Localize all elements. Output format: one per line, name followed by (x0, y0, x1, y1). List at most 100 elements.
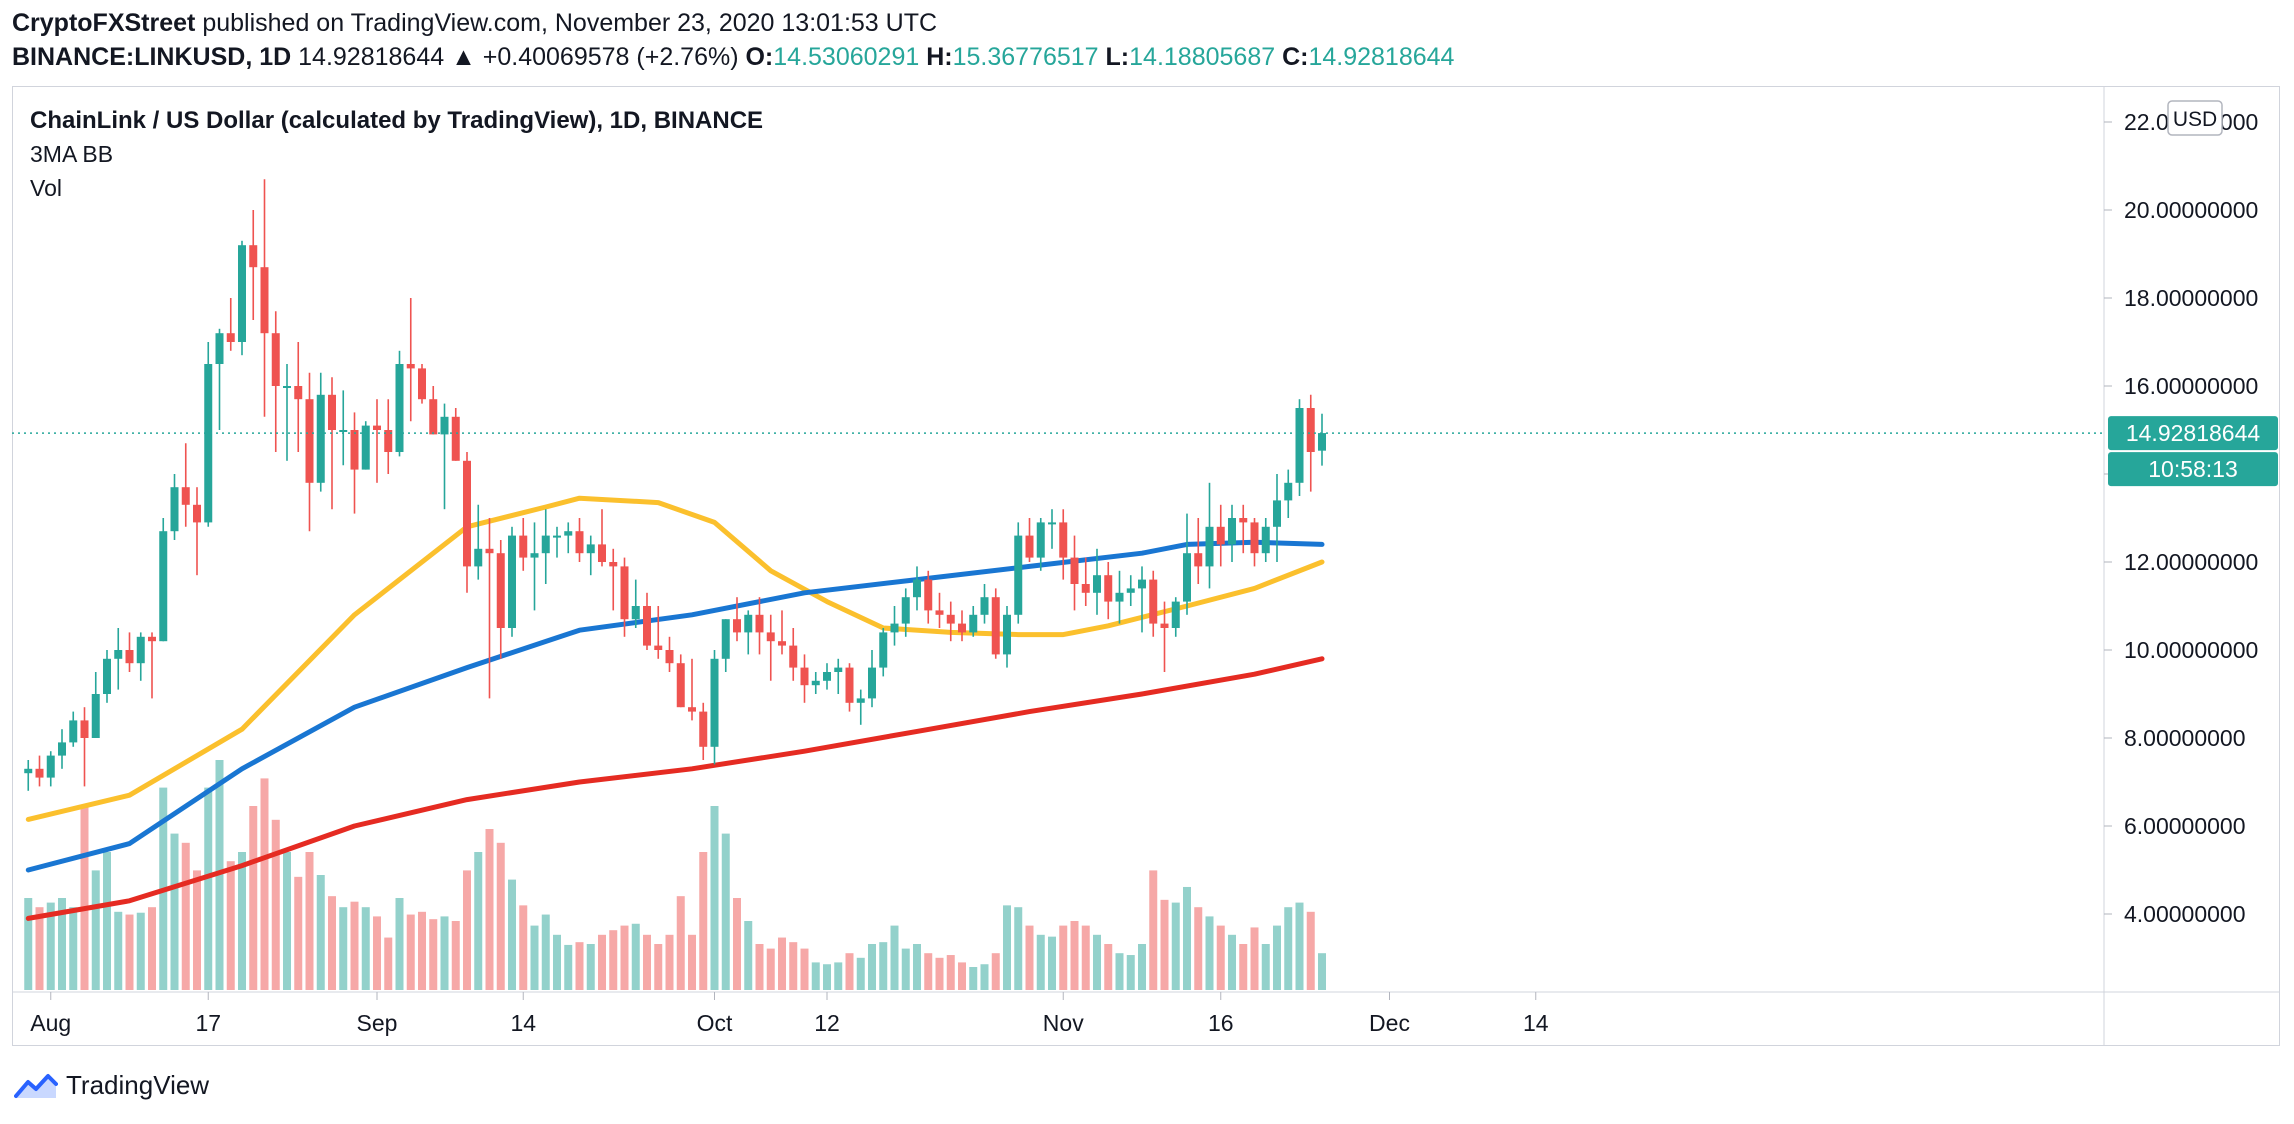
indicator-bb-label[interactable]: 3MA BB (30, 141, 113, 167)
candle-body (845, 667, 854, 703)
volume-bar (283, 852, 291, 990)
volume-bar (665, 934, 674, 990)
time-tick-label: Nov (1043, 1010, 1084, 1036)
volume-bar (294, 876, 303, 990)
candle-body (834, 667, 843, 672)
candle-body (969, 614, 978, 633)
candle-body (474, 548, 483, 567)
volume-bar (125, 914, 134, 990)
volume-bar (834, 962, 843, 990)
volume-bar (643, 934, 651, 990)
volume-bar (890, 925, 899, 990)
volume-bar (631, 923, 640, 990)
volume-bar (418, 911, 426, 990)
candle-body (1003, 614, 1011, 655)
candle-body (103, 658, 111, 694)
volume-bar (1003, 905, 1011, 990)
candle-body (271, 333, 280, 386)
volume-bar (80, 806, 89, 990)
candle-body (1183, 553, 1191, 602)
volume-bar (103, 852, 111, 990)
candle-body (755, 614, 764, 633)
candle-body (733, 619, 741, 633)
footer[interactable]: TradingView (14, 1070, 209, 1101)
countdown-text: 10:58:13 (2148, 456, 2238, 482)
candle-body (496, 553, 505, 628)
tradingview-logo-icon (14, 1073, 58, 1098)
volume-bar (609, 930, 618, 990)
candle-body (575, 531, 584, 554)
price-tick-label: 4.00000000 (2124, 901, 2246, 927)
candle-body (1160, 623, 1169, 628)
volume-bar (305, 852, 314, 990)
last-price-tag (2108, 416, 2278, 451)
volume-bar (440, 916, 449, 990)
volume-bar (148, 907, 156, 990)
candle-body (136, 636, 145, 664)
candle-body (193, 504, 201, 523)
candle-body (339, 430, 348, 432)
volume-bar (733, 898, 741, 990)
countdown-tag (2108, 452, 2278, 487)
candle-body (1093, 575, 1101, 593)
candle-body (406, 364, 415, 369)
volume-bar (35, 907, 44, 990)
candle-body (418, 368, 426, 400)
low-value: 14.18805687 (1129, 43, 1276, 71)
candle-body (890, 623, 899, 633)
volume-bar (373, 916, 381, 990)
time-tick-label: Sep (357, 1010, 398, 1036)
candle-body (1014, 535, 1023, 615)
volume-bar (868, 944, 876, 990)
time-tick-label: Oct (697, 1010, 733, 1036)
volume-bar (1036, 934, 1045, 990)
volume-bar (1216, 925, 1225, 990)
volume-bar (24, 898, 33, 990)
volume-bar (1273, 925, 1281, 990)
last-price: 14.92818644 (298, 43, 445, 71)
price-tick-label: 20.00000000 (2124, 197, 2258, 223)
volume-bar (879, 942, 888, 990)
volume-bar (766, 948, 775, 990)
volume-bar (901, 948, 910, 990)
candle-body (721, 619, 730, 659)
candle-body (564, 531, 573, 536)
candle-body (463, 460, 471, 567)
candle-body (766, 632, 775, 642)
candle-body (204, 364, 213, 523)
time-tick-label: 14 (1523, 1010, 1549, 1036)
volume-bar (1194, 907, 1203, 990)
candle-body (1306, 408, 1315, 452)
footer-brand: TradingView (66, 1070, 210, 1100)
candle-body (283, 386, 291, 388)
candle-body (541, 535, 550, 554)
candle-body (170, 487, 179, 532)
volume-bar (1048, 936, 1056, 990)
high-value: 15.36776517 (952, 43, 1099, 71)
ma-mid-line (25, 539, 1325, 873)
candle-body (508, 535, 516, 628)
candle-body (901, 597, 910, 624)
volume-bar (136, 912, 145, 990)
last-price-tag-text: 14.92818644 (2126, 420, 2261, 446)
volume-bar (710, 806, 719, 990)
volume-bar (69, 907, 78, 990)
candle-body (1048, 522, 1056, 525)
volume-bar (598, 934, 606, 990)
candle-body (148, 636, 156, 642)
volume-bar (451, 921, 460, 990)
volume-bar (924, 953, 933, 990)
currency-button[interactable] (2167, 100, 2223, 136)
volume-bar (114, 911, 123, 990)
candle-body (260, 267, 269, 334)
volume-bar (688, 934, 696, 990)
volume-bar (1025, 925, 1034, 990)
volume-bar (958, 962, 966, 990)
volume-bar (1306, 911, 1315, 990)
candle-body (1149, 579, 1158, 624)
candle-body (1228, 518, 1236, 545)
indicator-vol-label[interactable]: Vol (30, 175, 62, 201)
volume-bar (58, 898, 66, 990)
volume-bar (395, 898, 404, 990)
